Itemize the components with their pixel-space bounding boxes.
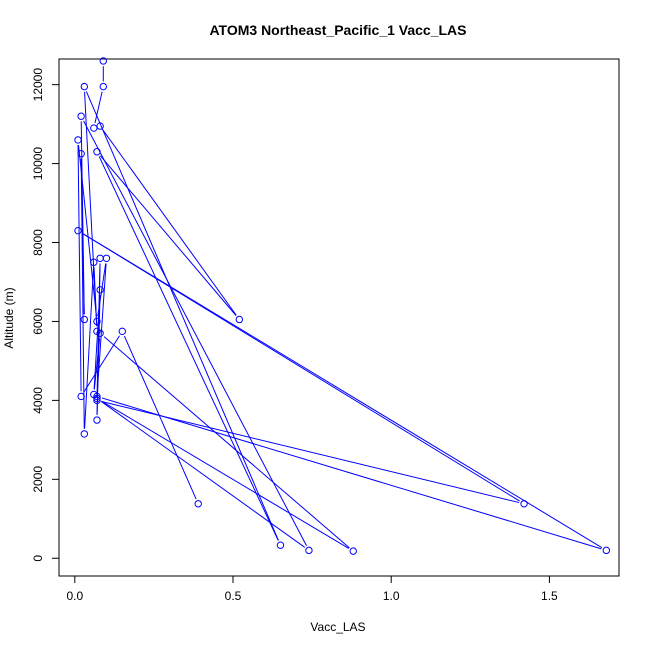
data-point	[93, 416, 101, 424]
data-point	[74, 226, 82, 235]
data-point	[118, 327, 126, 336]
series-line-segment	[94, 91, 103, 124]
series-line-segment	[101, 401, 520, 504]
series-line-segment	[99, 155, 237, 316]
series-line-segment	[84, 267, 95, 429]
data-point	[602, 546, 611, 555]
data-point	[520, 500, 528, 508]
data-point	[80, 315, 89, 324]
series-line-segment	[85, 91, 279, 541]
x-axis: 0.0 0.5 1.0 1.5	[66, 575, 558, 603]
x-tick-label: 0.5	[225, 589, 242, 603]
data-point	[77, 392, 85, 401]
y-axis: 0 2000 4000 6000 8000 10000 12000	[31, 68, 60, 562]
series-line-segment	[78, 145, 97, 317]
data-point	[99, 82, 107, 91]
series-line-segment	[97, 263, 107, 317]
x-tick-label: 1.0	[383, 589, 400, 603]
data-point	[90, 258, 98, 266]
series-line-segment	[100, 401, 306, 548]
series-line-segment	[96, 263, 107, 392]
y-tick-label: 8000	[31, 229, 45, 256]
series-line-segment	[82, 232, 603, 549]
y-tick-label: 6000	[31, 308, 45, 335]
y-tick-label: 10000	[31, 147, 45, 181]
x-tick-label: 0.0	[66, 589, 83, 603]
series-line-segment	[83, 120, 307, 546]
data-point	[96, 286, 104, 294]
series-layer	[74, 57, 611, 555]
series-line-segment	[93, 267, 98, 327]
data-point	[74, 136, 82, 144]
x-axis-label: Vacc_LAS	[310, 620, 365, 634]
data-point	[96, 329, 104, 337]
data-point	[99, 57, 107, 65]
y-tick-label: 12000	[31, 68, 45, 102]
data-point	[93, 317, 101, 326]
y-tick-label: 2000	[31, 466, 45, 493]
series-line-segment	[123, 335, 197, 500]
y-tick-label: 0	[31, 555, 45, 562]
series-line-segment	[77, 145, 82, 392]
series-line-segment	[80, 121, 85, 315]
data-point	[305, 546, 313, 555]
series-line-segment	[102, 130, 237, 316]
series-line-segment	[103, 336, 350, 549]
series-line-segment	[101, 397, 602, 550]
chart-title: ATOM3 Northeast_Pacific_1 Vacc_LAS	[209, 22, 466, 38]
series-line-segment	[98, 156, 279, 541]
data-point	[93, 396, 101, 405]
data-point	[77, 150, 85, 158]
series-line-segment	[83, 335, 120, 393]
data-point	[235, 315, 244, 324]
data-point	[96, 122, 104, 130]
series-line-segment	[101, 400, 350, 549]
data-point	[276, 541, 285, 549]
data-point	[80, 82, 89, 91]
y-axis-label: Altitude (m)	[2, 287, 16, 348]
series-line-segment	[96, 263, 101, 396]
data-point	[93, 148, 101, 156]
data-point	[349, 547, 357, 555]
x-tick-label: 1.5	[541, 589, 558, 603]
data-point	[93, 392, 101, 401]
data-point	[77, 112, 85, 120]
data-point	[80, 430, 89, 438]
y-tick-label: 4000	[31, 387, 45, 414]
data-point	[102, 254, 111, 263]
data-point	[194, 500, 202, 508]
